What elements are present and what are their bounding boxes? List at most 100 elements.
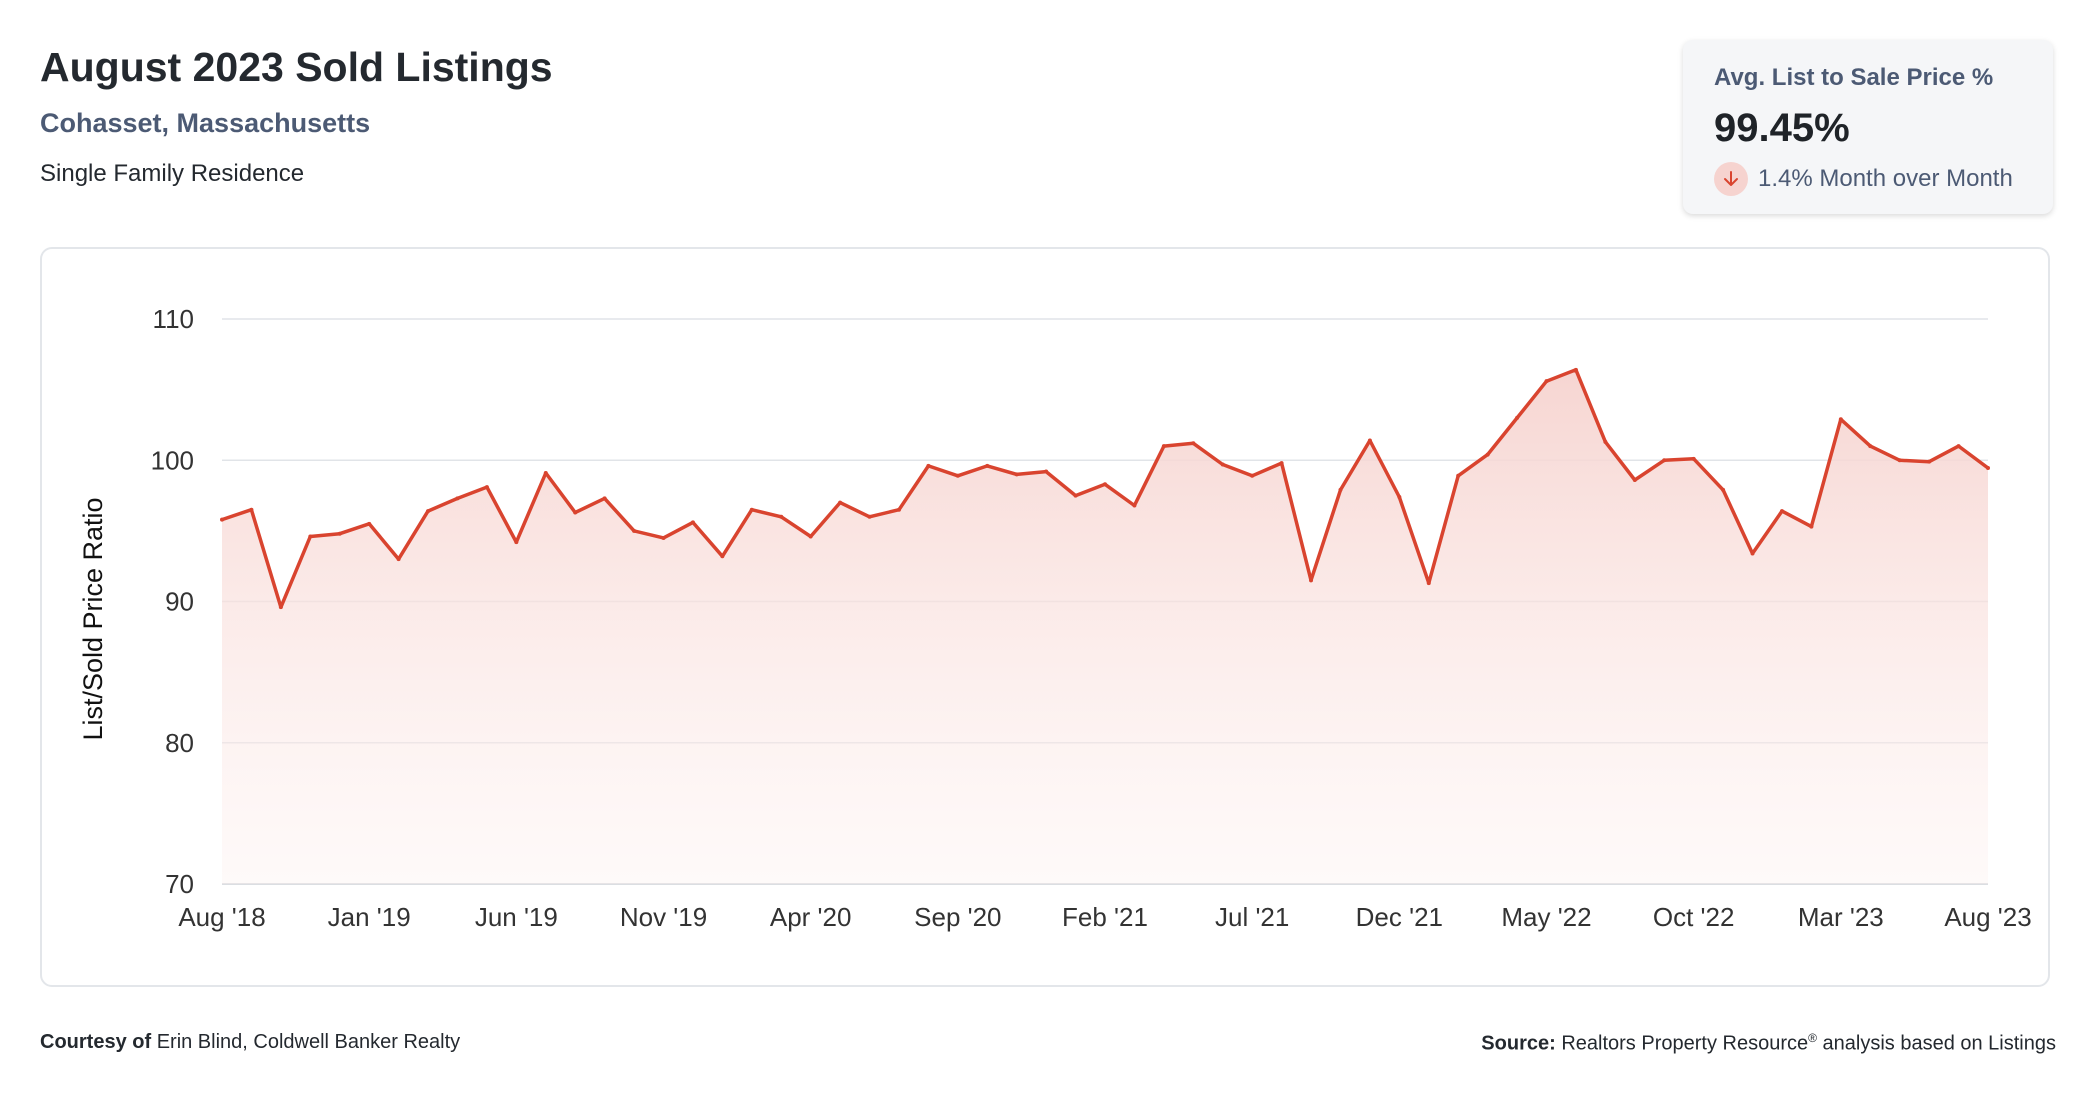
data-point <box>1338 487 1343 492</box>
data-point <box>337 531 342 536</box>
data-point <box>278 605 283 610</box>
registered-mark: ® <box>1808 1031 1817 1045</box>
data-point <box>308 534 313 539</box>
page-title: August 2023 Sold Listings <box>40 44 553 90</box>
data-point <box>1897 458 1902 463</box>
data-point <box>808 534 813 539</box>
kpi-change-text: 1.4% Month over Month <box>1758 165 2013 192</box>
data-point <box>1515 415 1520 420</box>
data-point <box>1132 503 1137 508</box>
data-point <box>838 500 843 505</box>
data-point <box>1632 478 1637 483</box>
data-point <box>220 517 224 522</box>
series-area <box>222 369 1988 884</box>
kpi-change: 1.4% Month over Month <box>1714 162 2013 196</box>
kpi-card: Avg. List to Sale Price % 99.45% 1.4% Mo… <box>1683 40 2053 214</box>
data-point <box>1250 473 1255 478</box>
data-point <box>896 507 901 512</box>
data-point <box>1426 581 1431 586</box>
data-point <box>690 520 695 525</box>
data-point <box>867 514 872 519</box>
x-tick-label: Mar '23 <box>1798 902 1884 932</box>
data-point <box>1220 462 1225 467</box>
data-point <box>396 557 401 562</box>
data-point <box>1779 509 1784 514</box>
data-point <box>779 514 784 519</box>
data-point <box>1014 472 1019 477</box>
data-point <box>926 463 931 468</box>
courtesy-label: Courtesy of <box>40 1031 152 1053</box>
x-tick-label: May '22 <box>1501 902 1591 932</box>
data-point <box>602 496 607 501</box>
data-point <box>1603 439 1608 444</box>
x-tick-label: Jan '19 <box>328 902 411 932</box>
x-tick-label: Oct '22 <box>1653 902 1735 932</box>
property-type-label: Single Family Residence <box>40 160 305 187</box>
data-point <box>1073 493 1078 498</box>
x-tick-label: Aug '18 <box>178 902 265 932</box>
kpi-value: 99.45% <box>1714 106 1850 150</box>
data-point <box>1161 444 1166 449</box>
data-point <box>1721 487 1726 492</box>
data-point <box>749 507 754 512</box>
data-point <box>1691 456 1696 461</box>
data-point <box>1662 458 1667 463</box>
data-point <box>1367 438 1372 443</box>
data-point <box>1279 461 1284 466</box>
price-ratio-chart: 70 80 90 100 110 Aug '18 Jan '19 Jun '19 Nov '1… <box>78 304 2032 932</box>
y-tick-label: 90 <box>165 587 194 617</box>
x-tick-label: Jul '21 <box>1215 902 1289 932</box>
data-point <box>455 496 460 501</box>
data-point <box>985 463 990 468</box>
data-point <box>249 507 254 512</box>
x-tick-label: Dec '21 <box>1356 902 1443 932</box>
courtesy-text: Erin Blind, Coldwell Banker Realty <box>156 1031 461 1053</box>
data-point <box>1485 452 1490 457</box>
data-point <box>1927 459 1932 464</box>
x-tick-label: Nov '19 <box>620 902 707 932</box>
x-tick-label: Apr '20 <box>770 902 852 932</box>
data-point <box>1397 494 1402 499</box>
data-point <box>1573 367 1578 372</box>
chart-card: 70 80 90 100 110 Aug '18 Jan '19 Jun '19 Nov '1… <box>40 247 2050 987</box>
source-text: Realtors Property Resource <box>1561 1032 1809 1055</box>
data-point <box>1809 524 1814 529</box>
courtesy-footer: Courtesy of Erin Blind, Coldwell Banker … <box>40 1031 460 1054</box>
x-tick-label: Sep '20 <box>914 902 1001 932</box>
data-point <box>1868 444 1873 449</box>
data-point <box>1750 551 1755 556</box>
data-point <box>720 554 725 559</box>
data-point <box>426 509 431 514</box>
x-tick-label: Jun '19 <box>475 902 558 932</box>
source-suffix: analysis based on Listings <box>1822 1032 2056 1055</box>
source-label: Source: <box>1481 1032 1556 1055</box>
location-subtitle: Cohasset, Massachusetts <box>40 108 371 138</box>
data-point <box>367 521 372 526</box>
data-point <box>1309 578 1314 583</box>
data-point <box>1838 417 1843 422</box>
data-point <box>1456 473 1461 478</box>
data-point <box>661 535 666 540</box>
y-tick-label: 80 <box>165 728 194 758</box>
data-point <box>514 540 519 545</box>
data-point <box>1103 482 1107 487</box>
data-point <box>1986 466 1990 471</box>
data-point <box>543 470 548 475</box>
data-point <box>632 528 637 533</box>
y-tick-label: 70 <box>165 869 194 899</box>
arrow-down-icon <box>1714 162 1748 196</box>
data-point <box>484 485 489 490</box>
x-tick-label: Aug '23 <box>1944 902 2031 932</box>
data-point <box>955 473 960 478</box>
y-axis-label: List/Sold Price Ratio <box>78 497 108 740</box>
data-point <box>1044 469 1049 474</box>
y-tick-label: 110 <box>153 304 194 334</box>
data-point <box>1191 441 1196 446</box>
data-point <box>1956 444 1961 449</box>
data-point <box>573 510 578 515</box>
y-tick-label: 100 <box>151 445 194 475</box>
kpi-label: Avg. List to Sale Price % <box>1714 64 1994 91</box>
source-footer: Source: Realtors Property Resource® anal… <box>1481 1031 2056 1056</box>
x-tick-label: Feb '21 <box>1062 902 1148 932</box>
data-point <box>1544 379 1549 384</box>
